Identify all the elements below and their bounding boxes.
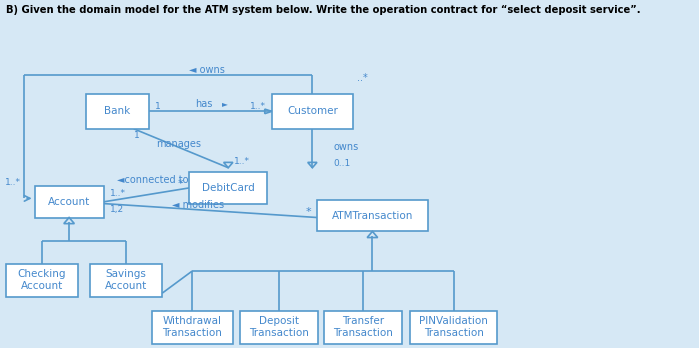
Text: Deposit
Transaction: Deposit Transaction [250, 316, 309, 338]
Text: PINValidation
Transaction: PINValidation Transaction [419, 316, 488, 338]
Text: Savings
Account: Savings Account [105, 269, 147, 291]
Text: Account: Account [48, 197, 90, 207]
FancyBboxPatch shape [324, 311, 403, 344]
Text: 1: 1 [134, 130, 140, 140]
FancyBboxPatch shape [90, 264, 162, 296]
Text: ATMTransaction: ATMTransaction [332, 211, 413, 221]
Text: ◄ modifies: ◄ modifies [172, 200, 224, 209]
Text: *: * [178, 180, 183, 189]
Text: 1..*: 1..* [250, 102, 266, 111]
Text: DebitCard: DebitCard [202, 183, 254, 193]
Text: ..*: ..* [356, 73, 367, 83]
Text: 1..*: 1..* [5, 178, 21, 187]
FancyBboxPatch shape [410, 311, 497, 344]
Text: Withdrawal
Transaction: Withdrawal Transaction [162, 316, 222, 338]
Text: 1,2: 1,2 [110, 205, 124, 214]
FancyBboxPatch shape [189, 172, 267, 204]
Text: ◄ owns: ◄ owns [189, 65, 225, 74]
FancyBboxPatch shape [6, 264, 78, 296]
Text: 1..*: 1..* [110, 189, 126, 198]
Text: Bank: Bank [104, 106, 130, 116]
Text: manages: manages [157, 139, 201, 149]
Text: 1: 1 [154, 102, 161, 111]
Text: has: has [196, 99, 213, 109]
FancyBboxPatch shape [152, 311, 233, 344]
FancyBboxPatch shape [34, 186, 103, 218]
FancyBboxPatch shape [85, 94, 149, 129]
Text: B) Given the domain model for the ATM system below. Write the operation contract: B) Given the domain model for the ATM sy… [6, 5, 640, 15]
FancyBboxPatch shape [272, 94, 353, 129]
Text: *: * [305, 207, 311, 217]
FancyBboxPatch shape [317, 200, 428, 231]
FancyBboxPatch shape [240, 311, 318, 344]
Text: ►: ► [222, 99, 228, 108]
Text: Customer: Customer [287, 106, 338, 116]
Text: owns: owns [333, 142, 359, 152]
Text: Checking
Account: Checking Account [17, 269, 66, 291]
Text: ◄connected to: ◄connected to [117, 175, 188, 185]
Text: Transfer
Transaction: Transfer Transaction [333, 316, 394, 338]
Text: 1..*: 1..* [234, 157, 250, 166]
Text: 0..1: 0..1 [333, 159, 351, 168]
